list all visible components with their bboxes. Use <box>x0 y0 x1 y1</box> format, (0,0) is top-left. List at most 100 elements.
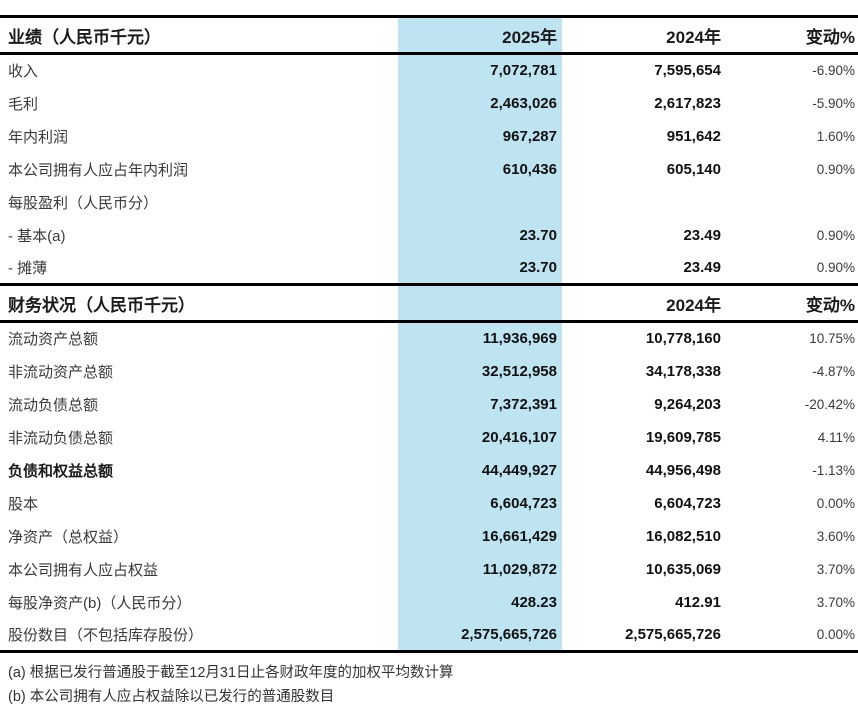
table-row: 流动负债总额 7,372,391 9,264,203 -20.42% <box>0 388 858 421</box>
change-value: 3.60% <box>816 528 855 544</box>
value-2025: 23.70 <box>519 258 557 276</box>
table-row: 每股盈利（人民币分） <box>0 186 858 219</box>
row-label: 流动资产总额 <box>8 331 99 349</box>
table-row: 年内利润 967,287 951,642 1.60% <box>0 120 858 153</box>
value-2025: 7,072,781 <box>490 62 557 80</box>
table-row: 每股净资产(b)（人民币分） 428.23 412.91 3.70% <box>0 586 858 619</box>
value-2025: 23.70 <box>519 226 557 244</box>
row-label: 负债和权益总额 <box>8 462 114 480</box>
change-value <box>726 186 858 219</box>
table-row: 毛利 2,463,026 2,617,823 -5.90% <box>0 87 858 120</box>
row-label: 非流动负债总额 <box>8 429 114 447</box>
value-2024: 10,635,069 <box>645 560 721 578</box>
row-label: 股本 <box>8 495 39 513</box>
footnote-a: (a) 根据已发行普通股于截至12月31日止各财政年度的加权平均数计算 <box>8 665 454 681</box>
change-value: 4.11% <box>817 429 855 445</box>
value-2024: 7,595,654 <box>654 62 721 80</box>
col-header-2024: 2024年 <box>562 15 726 55</box>
section-header-row: 业绩（人民币千元） 2025年 2024年 变动% <box>0 15 858 55</box>
value-2025: 6,604,723 <box>490 494 557 512</box>
col-header-2024: 2024年 <box>562 283 726 323</box>
change-value: 0.00% <box>816 495 855 511</box>
value-2025: 610,436 <box>502 160 557 178</box>
change-value: -20.42% <box>804 396 855 412</box>
table-row: 股本 6,604,723 6,604,723 0.00% <box>0 487 858 520</box>
table-row: 负债和权益总额 44,449,927 44,956,498 -1.13% <box>0 454 858 487</box>
row-label: 流动负债总额 <box>8 396 99 414</box>
value-2024: 23.49 <box>683 226 721 244</box>
value-2024: 2,575,665,726 <box>625 625 721 643</box>
change-value: -6.90% <box>812 63 855 79</box>
row-label: 每股盈利（人民币分） <box>8 194 159 212</box>
table-row: 净资产（总权益） 16,661,429 16,082,510 3.60% <box>0 520 858 553</box>
value-2024: 6,604,723 <box>654 494 721 512</box>
change-value: 0.00% <box>816 626 855 642</box>
col-header-change: 变动% <box>726 15 858 55</box>
change-value: 0.90% <box>816 161 855 177</box>
value-2025: 2,575,665,726 <box>461 625 557 643</box>
table-row: 本公司拥有人应占权益 11,029,872 10,635,069 3.70% <box>0 553 858 586</box>
change-value: 3.70% <box>816 594 855 610</box>
table-row: - 摊薄 23.70 23.49 0.90% <box>0 252 858 285</box>
col-header-2025 <box>398 283 562 323</box>
value-2025 <box>398 186 562 219</box>
row-label: 毛利 <box>8 95 39 113</box>
value-2025: 11,936,969 <box>482 330 557 348</box>
value-2025: 16,661,429 <box>481 527 557 545</box>
change-value: 3.70% <box>816 561 855 577</box>
row-label: - 基本(a) <box>8 227 66 245</box>
value-2025: 428.23 <box>511 593 557 611</box>
table-row: - 基本(a) 23.70 23.49 0.90% <box>0 219 858 252</box>
change-value: -5.90% <box>812 95 855 111</box>
change-value: 0.90% <box>816 227 855 243</box>
row-label: 每股净资产(b)（人民币分） <box>8 594 192 612</box>
table-row: 非流动资产总额 32,512,958 34,178,338 -4.87% <box>0 355 858 388</box>
footnote-b: (b) 本公司拥有人应占权益除以已发行的普通股数目 <box>8 689 335 705</box>
value-2024 <box>562 186 726 219</box>
section-title: 财务状况（人民币千元） <box>0 283 398 323</box>
row-label: 净资产（总权益） <box>8 528 129 546</box>
value-2025: 32,512,958 <box>481 362 557 380</box>
value-2025: 20,416,107 <box>481 428 557 446</box>
change-value: 1.60% <box>816 128 855 144</box>
row-label: 非流动资产总额 <box>8 363 114 381</box>
footnotes: (a) 根据已发行普通股于截至12月31日止各财政年度的加权平均数计算 (b) … <box>0 661 858 709</box>
table-row: 股份数目（不包括库存股份） 2,575,665,726 2,575,665,72… <box>0 619 858 652</box>
value-2025: 967,287 <box>502 127 557 145</box>
value-2024: 19,609,785 <box>645 428 721 446</box>
row-label: 年内利润 <box>8 128 69 146</box>
change-value: -4.87% <box>812 363 855 379</box>
row-label: 股份数目（不包括库存股份） <box>8 626 204 644</box>
financial-summary-table: 业绩（人民币千元） 2025年 2024年 变动% 收入 7,072,781 7… <box>0 15 858 653</box>
value-2024: 951,642 <box>666 127 721 145</box>
table-row: 非流动负债总额 20,416,107 19,609,785 4.11% <box>0 421 858 454</box>
change-value: -1.13% <box>812 462 855 478</box>
value-2025: 2,463,026 <box>490 94 557 112</box>
row-label: - 摊薄 <box>8 259 48 277</box>
row-label: 收入 <box>8 63 39 81</box>
table-row: 流动资产总额 11,936,969 10,778,160 10.75% <box>0 322 858 355</box>
col-header-2025: 2025年 <box>398 15 562 55</box>
table-row: 本公司拥有人应占年内利润 610,436 605,140 0.90% <box>0 153 858 186</box>
value-2025: 44,449,927 <box>481 461 557 479</box>
section-header-row: 财务状况（人民币千元） 2024年 变动% <box>0 283 858 323</box>
change-value: 10.75% <box>809 331 855 347</box>
value-2024: 34,178,338 <box>645 362 721 380</box>
value-2024: 10,778,160 <box>645 330 721 348</box>
value-2025: 11,029,872 <box>482 560 557 578</box>
value-2024: 44,956,498 <box>645 461 721 479</box>
value-2024: 2,617,823 <box>654 94 721 112</box>
row-label: 本公司拥有人应占年内利润 <box>8 161 189 179</box>
change-value: 0.90% <box>816 259 855 275</box>
row-label: 本公司拥有人应占权益 <box>8 561 159 579</box>
section-title: 业绩（人民币千元） <box>0 15 398 55</box>
value-2024: 9,264,203 <box>654 395 721 413</box>
value-2025: 7,372,391 <box>490 395 557 413</box>
value-2024: 23.49 <box>683 258 721 276</box>
table-row: 收入 7,072,781 7,595,654 -6.90% <box>0 54 858 87</box>
value-2024: 412.91 <box>675 593 721 611</box>
value-2024: 16,082,510 <box>645 527 721 545</box>
value-2024: 605,140 <box>666 160 721 178</box>
col-header-change: 变动% <box>726 283 858 323</box>
